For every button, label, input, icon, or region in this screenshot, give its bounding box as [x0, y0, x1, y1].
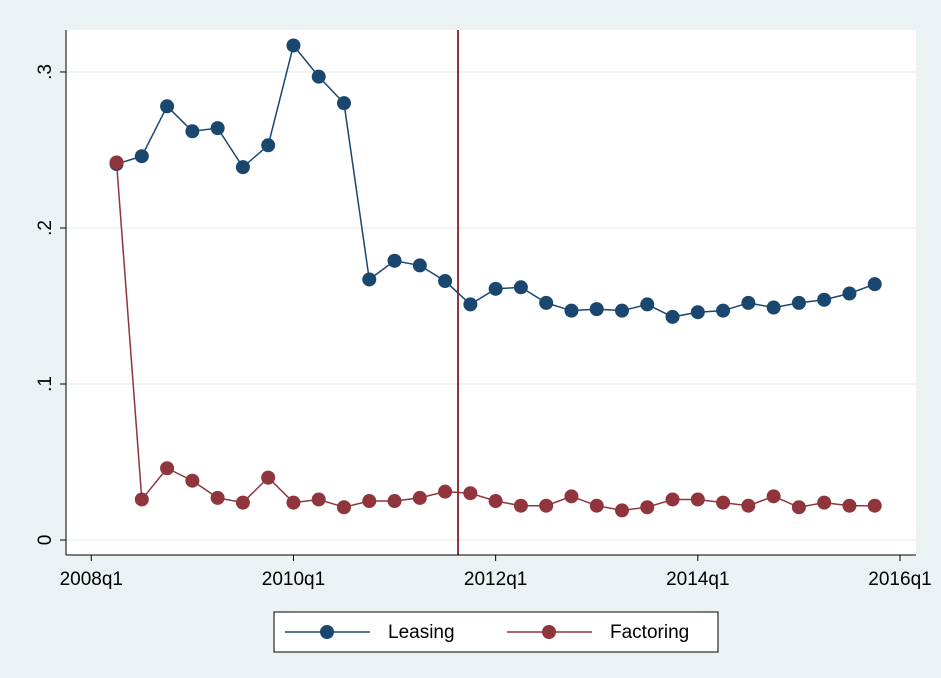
data-point — [665, 492, 680, 507]
x-tick-label: 2010q1 — [262, 569, 325, 590]
data-point — [261, 138, 276, 153]
y-tick-label: .3 — [35, 64, 56, 80]
legend-label: Leasing — [388, 622, 455, 643]
data-point — [412, 258, 427, 273]
data-point — [412, 490, 427, 505]
data-point — [235, 495, 250, 510]
data-point — [134, 492, 149, 507]
data-point — [690, 492, 705, 507]
data-point — [235, 160, 250, 175]
data-point — [387, 494, 402, 509]
data-point — [438, 484, 453, 499]
data-point — [513, 498, 528, 513]
data-point — [640, 500, 655, 515]
data-point — [766, 489, 781, 504]
data-point — [337, 96, 351, 111]
data-point — [564, 489, 579, 504]
data-point — [387, 253, 402, 268]
data-point — [817, 292, 832, 307]
data-point — [463, 297, 478, 312]
data-point — [362, 272, 377, 287]
data-point — [337, 500, 351, 515]
y-tick-label: 0 — [35, 535, 56, 546]
grid — [66, 71, 916, 541]
data-point — [210, 490, 225, 505]
legend-label: Factoring — [610, 622, 689, 643]
data-point — [589, 498, 604, 513]
data-point — [488, 494, 503, 509]
data-point — [488, 281, 503, 296]
data-point — [513, 280, 528, 295]
legend-marker — [542, 625, 556, 639]
data-point — [438, 274, 453, 289]
data-point — [791, 295, 806, 310]
legend-marker — [320, 625, 334, 639]
x-tick-label: 2016q1 — [868, 569, 931, 590]
data-point — [867, 277, 882, 292]
data-point — [160, 99, 175, 114]
data-point — [134, 149, 149, 164]
data-point — [817, 495, 832, 510]
data-point — [564, 303, 579, 318]
data-point — [791, 500, 806, 515]
data-point — [311, 69, 326, 84]
data-point — [842, 498, 857, 513]
data-point — [716, 495, 731, 510]
data-point — [766, 300, 781, 315]
data-point — [286, 495, 301, 510]
data-point — [539, 295, 554, 310]
data-point — [716, 303, 731, 318]
data-point — [615, 503, 629, 518]
data-point — [109, 155, 124, 170]
data-point — [741, 295, 756, 310]
data-point — [185, 473, 200, 488]
x-tick-label: 2012q1 — [464, 569, 527, 590]
data-point — [842, 286, 857, 301]
data-point — [311, 492, 326, 507]
data-point — [665, 309, 680, 324]
data-point — [615, 303, 629, 318]
data-point — [463, 486, 478, 501]
x-tick-label: 2008q1 — [60, 569, 123, 590]
data-point — [690, 305, 705, 320]
data-point — [210, 121, 225, 136]
data-point — [640, 297, 655, 312]
data-point — [185, 124, 200, 139]
legend-items: Leasing Factoring — [285, 622, 689, 643]
x-tick-label: 2014q1 — [666, 569, 729, 590]
data-point — [362, 494, 377, 509]
data-point — [261, 470, 276, 485]
y-tick-label: .1 — [35, 376, 56, 392]
marks — [109, 38, 882, 518]
data-point — [867, 498, 882, 513]
data-point — [286, 38, 301, 53]
data-point — [589, 302, 604, 317]
data-point — [160, 461, 175, 476]
data-point — [741, 498, 756, 513]
data-point — [539, 498, 554, 513]
y-tick-label: .2 — [35, 220, 56, 236]
